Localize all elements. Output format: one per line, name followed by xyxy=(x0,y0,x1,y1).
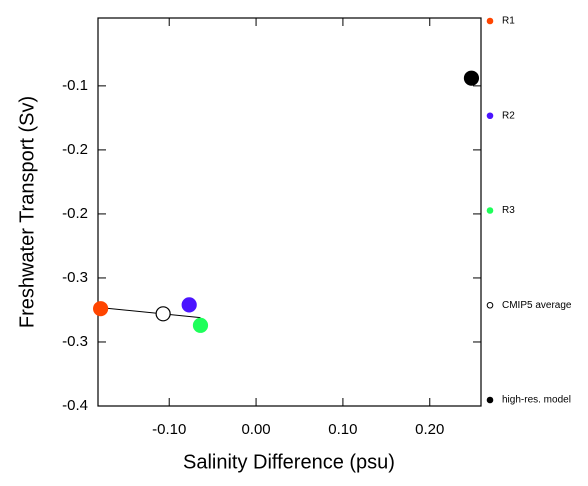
y-tick-label: -0.4 xyxy=(62,397,88,414)
plot-frame xyxy=(97,17,482,407)
point xyxy=(155,306,171,322)
legend-label: CMIP5 average xyxy=(502,300,572,311)
point xyxy=(181,297,197,313)
x-tick-label: 0.00 xyxy=(241,421,270,438)
legend-marker xyxy=(486,112,494,120)
legend-label: R3 xyxy=(502,205,515,216)
x-tick-label: 0.20 xyxy=(415,421,444,438)
legend-marker xyxy=(486,396,494,404)
legend-label: R1 xyxy=(502,16,515,27)
x-tick-label: -0.10 xyxy=(152,421,186,438)
y-tick-label: -0.3 xyxy=(62,333,88,350)
y-tick-label: -0.1 xyxy=(62,77,88,94)
legend-marker xyxy=(486,301,494,309)
point xyxy=(93,301,109,317)
x-tick-label: 0.10 xyxy=(328,421,357,438)
y-axis-title: Freshwater Transport (Sv) xyxy=(16,96,38,328)
y-tick-label: -0.2 xyxy=(62,141,88,158)
point xyxy=(192,317,209,333)
point xyxy=(463,70,480,86)
y-tick-label: -0.3 xyxy=(62,269,88,286)
legend-marker xyxy=(486,17,494,25)
y-tick-label: -0.2 xyxy=(62,205,88,222)
legend-label: R2 xyxy=(502,110,515,121)
legend-marker xyxy=(486,207,494,214)
legend-label: high-res. model xyxy=(502,395,571,406)
x-axis-title: Salinity Difference (psu) xyxy=(183,451,395,473)
trend-line xyxy=(97,306,201,319)
